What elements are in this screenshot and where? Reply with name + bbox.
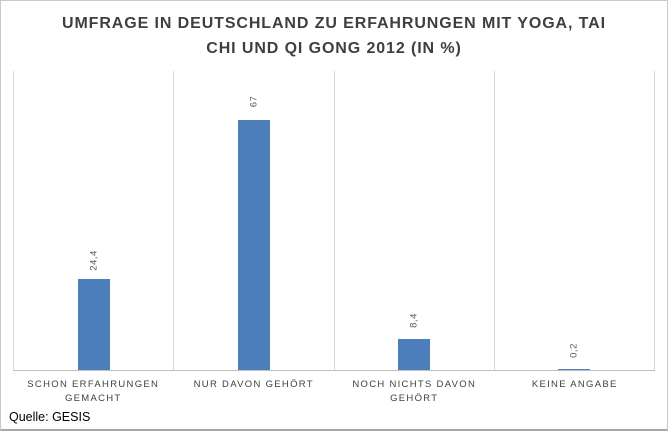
chart-title: UMFRAGE IN DEUTSCHLAND ZU ERFAHRUNGEN MI…: [62, 15, 606, 57]
value-label-noch-nichts-davon-geh-rt: 8,4: [408, 312, 420, 328]
bar-nur-davon-geh-rt: [237, 119, 270, 370]
value-label-nur-davon-geh-rt: 67: [248, 95, 260, 107]
category-axis-labels: SCHON ERFAHRUNGEN GEMACHT NUR DAVON GEHÖR…: [13, 378, 655, 407]
category-column-noch-nichts-davon-geh-rt: 8,4: [333, 71, 494, 370]
category-column-nur-davon-geh-rt: 67: [173, 71, 333, 370]
plot-area: 24,4 67 8,4 0,2: [13, 71, 655, 371]
bar-schon-erfahrungen-gemacht: [77, 278, 110, 370]
bar-columns: 24,4 67 8,4 0,2: [13, 71, 655, 370]
value-label-keine-angabe: 0,2: [568, 343, 580, 359]
bar-noch-nichts-davon-geh-rt: [398, 338, 431, 370]
source-note: Quelle: GESIS: [9, 410, 91, 424]
bar-keine-angabe: [558, 369, 591, 370]
category-label-noch-nichts-davon-geh-rt: NOCH NICHTS DAVON GEHÖRT: [352, 379, 477, 405]
category-label-schon-erfahrungen-gemacht: SCHON ERFAHRUNGEN GEMACHT: [27, 379, 160, 405]
category-label-keine-angabe: KEINE ANGABE: [531, 379, 618, 390]
category-label-nur-davon-geh-rt: NUR DAVON GEHÖRT: [193, 379, 314, 390]
category-column-schon-erfahrungen-gemacht: 24,4: [13, 71, 173, 370]
value-label-schon-erfahrungen-gemacht: 24,4: [88, 250, 100, 271]
category-column-keine-angabe: 0,2: [493, 71, 655, 370]
